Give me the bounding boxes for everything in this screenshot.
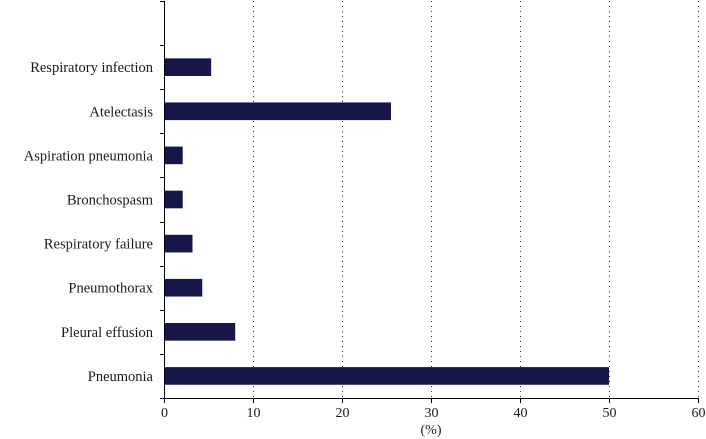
x-axis-title: (%) xyxy=(421,423,442,438)
axes xyxy=(160,1,699,403)
bar xyxy=(164,367,609,385)
x-tick-label: 20 xyxy=(336,406,350,421)
x-tick-label: 0 xyxy=(161,406,168,421)
bar xyxy=(164,278,203,297)
x-tick-label: 10 xyxy=(247,406,261,421)
bar xyxy=(164,323,236,341)
category-labels: Respiratory infection Atelectasis Aspirati… xyxy=(24,60,154,385)
x-tick-label: 60 xyxy=(692,406,706,421)
x-tick-labels: 0 10 20 30 40 50 60 xyxy=(161,406,706,421)
x-tick-label: 50 xyxy=(603,406,617,421)
bar xyxy=(164,234,193,253)
bars xyxy=(164,58,609,385)
category-label: Bronchospasm xyxy=(67,193,154,209)
category-label: Pneumothorax xyxy=(68,281,153,297)
category-label: Respiratory failure xyxy=(44,237,153,253)
x-tick-label: 40 xyxy=(514,406,528,421)
grid-lines xyxy=(253,1,699,398)
category-label: Aspiration pneumonia xyxy=(24,148,154,164)
bar xyxy=(164,58,212,76)
category-label: Atelectasis xyxy=(89,104,153,120)
category-label: Pleural effusion xyxy=(61,325,154,341)
bar xyxy=(164,146,183,165)
bar xyxy=(164,190,183,209)
category-label: Respiratory infection xyxy=(30,60,154,76)
x-tick-label: 30 xyxy=(425,406,439,421)
bar xyxy=(164,102,391,121)
category-label: Pneumonia xyxy=(88,369,154,385)
